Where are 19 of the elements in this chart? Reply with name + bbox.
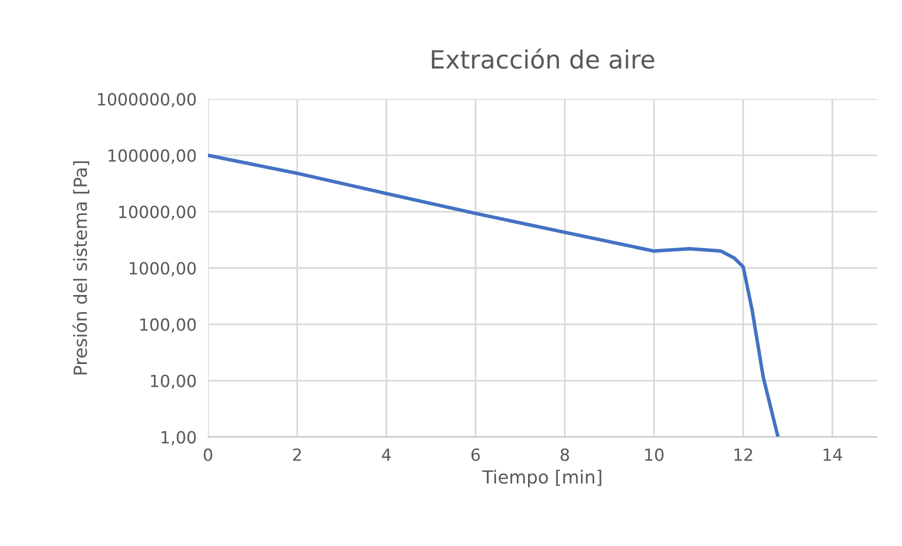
y-tick-label: 10,00 xyxy=(151,374,196,389)
x-tick-label: 10 xyxy=(645,448,664,462)
y-tick-label: 10000,00 xyxy=(119,206,196,220)
line-series xyxy=(208,154,780,437)
y-tick-label: 1000,00 xyxy=(130,262,196,276)
x-tick-label: 8 xyxy=(560,448,569,462)
x-tick-label: 4 xyxy=(382,448,391,461)
x-tick-label: 12 xyxy=(734,448,752,461)
x-axis-title: Tiempo [min] xyxy=(482,470,602,488)
y-axis-title: Presión del sistema [Pa] xyxy=(72,161,90,374)
x-tick-label: 0 xyxy=(204,448,212,462)
y-tick-label: 1000000,00 xyxy=(98,92,196,108)
y-tick-label: 100,00 xyxy=(140,318,196,333)
x-tick-label: 2 xyxy=(293,448,301,461)
y-tick-label: 100000,00 xyxy=(108,149,196,164)
chart-title: Extracción de aire xyxy=(432,48,654,69)
x-tick-label: 6 xyxy=(471,448,480,462)
y-tick-label: 1,00 xyxy=(162,430,196,446)
x-tick-label: 14 xyxy=(824,448,842,461)
